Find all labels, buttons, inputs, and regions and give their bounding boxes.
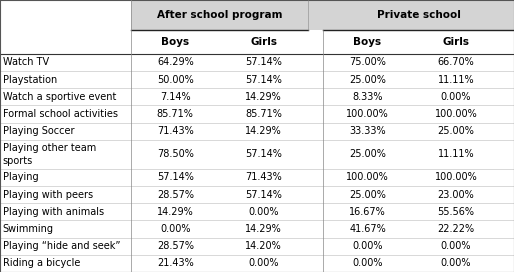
Text: 28.57%: 28.57% xyxy=(157,190,194,200)
Text: 55.56%: 55.56% xyxy=(437,207,474,217)
Text: 100.00%: 100.00% xyxy=(346,172,389,183)
Text: 0.00%: 0.00% xyxy=(248,207,279,217)
Text: Swimming: Swimming xyxy=(3,224,53,234)
Text: 23.00%: 23.00% xyxy=(437,190,474,200)
Text: Playing: Playing xyxy=(3,172,38,183)
Text: Playing other team: Playing other team xyxy=(3,143,96,153)
Text: Formal school activities: Formal school activities xyxy=(3,109,118,119)
Text: Playing with peers: Playing with peers xyxy=(3,190,93,200)
Text: Playing with animals: Playing with animals xyxy=(3,207,104,217)
Text: Watch TV: Watch TV xyxy=(3,57,49,67)
Text: Playstation: Playstation xyxy=(3,75,57,85)
Text: 0.00%: 0.00% xyxy=(440,92,471,102)
Text: 85.71%: 85.71% xyxy=(245,109,282,119)
Text: Playing Soccer: Playing Soccer xyxy=(3,126,74,136)
Text: 78.50%: 78.50% xyxy=(157,149,194,159)
Text: Playing “hide and seek”: Playing “hide and seek” xyxy=(3,241,120,251)
Text: 57.14%: 57.14% xyxy=(245,57,282,67)
Text: 41.67%: 41.67% xyxy=(349,224,386,234)
Text: 21.43%: 21.43% xyxy=(157,258,194,268)
Text: 28.57%: 28.57% xyxy=(157,241,194,251)
Text: 57.14%: 57.14% xyxy=(245,190,282,200)
Bar xyxy=(131,0,514,30)
Text: 50.00%: 50.00% xyxy=(157,75,194,85)
Text: 0.00%: 0.00% xyxy=(160,224,191,234)
Text: 25.00%: 25.00% xyxy=(349,75,386,85)
Text: 25.00%: 25.00% xyxy=(437,126,474,136)
Text: 11.11%: 11.11% xyxy=(437,149,474,159)
Text: After school program: After school program xyxy=(157,10,282,20)
Text: 11.11%: 11.11% xyxy=(437,75,474,85)
Text: 100.00%: 100.00% xyxy=(434,172,478,183)
Text: Private school: Private school xyxy=(377,10,461,20)
Text: Girls: Girls xyxy=(443,37,469,47)
Text: 100.00%: 100.00% xyxy=(434,109,478,119)
Text: Riding a bicycle: Riding a bicycle xyxy=(3,258,80,268)
Text: 8.33%: 8.33% xyxy=(352,92,383,102)
Text: 75.00%: 75.00% xyxy=(349,57,386,67)
Text: 25.00%: 25.00% xyxy=(349,190,386,200)
Text: 14.29%: 14.29% xyxy=(245,224,282,234)
Text: 57.14%: 57.14% xyxy=(157,172,194,183)
Text: 16.67%: 16.67% xyxy=(349,207,386,217)
Text: 0.00%: 0.00% xyxy=(440,241,471,251)
Text: 0.00%: 0.00% xyxy=(248,258,279,268)
Text: 71.43%: 71.43% xyxy=(157,126,194,136)
Text: 66.70%: 66.70% xyxy=(437,57,474,67)
Text: 7.14%: 7.14% xyxy=(160,92,191,102)
Text: Watch a sportive event: Watch a sportive event xyxy=(3,92,116,102)
Text: 33.33%: 33.33% xyxy=(349,126,386,136)
Text: 85.71%: 85.71% xyxy=(157,109,194,119)
Text: sports: sports xyxy=(3,156,33,166)
Text: 14.29%: 14.29% xyxy=(245,126,282,136)
Text: 71.43%: 71.43% xyxy=(245,172,282,183)
Text: 22.22%: 22.22% xyxy=(437,224,474,234)
Text: Boys: Boys xyxy=(161,37,189,47)
Text: Boys: Boys xyxy=(354,37,381,47)
Text: 100.00%: 100.00% xyxy=(346,109,389,119)
Text: 57.14%: 57.14% xyxy=(245,149,282,159)
Text: 0.00%: 0.00% xyxy=(440,258,471,268)
Text: 0.00%: 0.00% xyxy=(352,241,383,251)
Text: 57.14%: 57.14% xyxy=(245,75,282,85)
Text: 14.29%: 14.29% xyxy=(245,92,282,102)
Text: Girls: Girls xyxy=(250,37,277,47)
Text: 25.00%: 25.00% xyxy=(349,149,386,159)
Text: 14.29%: 14.29% xyxy=(157,207,194,217)
Text: 14.20%: 14.20% xyxy=(245,241,282,251)
Text: 64.29%: 64.29% xyxy=(157,57,194,67)
Text: 0.00%: 0.00% xyxy=(352,258,383,268)
